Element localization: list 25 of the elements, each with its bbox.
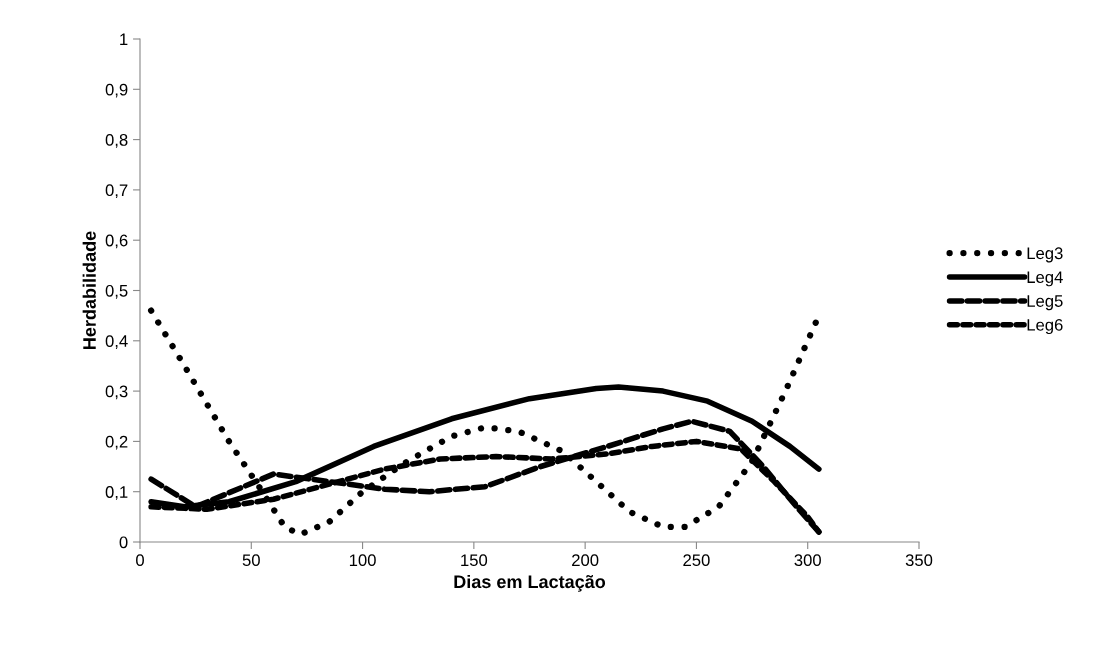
legend-label: Leg3 (1027, 247, 1063, 263)
x-tick-label: 350 (905, 554, 933, 567)
x-axis-title: Dias em Lactação (454, 574, 606, 592)
y-axis-title: Herdabilidade (82, 231, 96, 349)
legend-label: Leg4 (1027, 271, 1063, 287)
x-tick-label: 150 (461, 554, 488, 567)
x-tick-label: 100 (349, 554, 376, 567)
y-tick-label: 0,9 (105, 83, 128, 98)
x-tick-label: 200 (572, 554, 599, 567)
y-tick-label: 0 (119, 536, 128, 549)
y-tick-label: 0,8 (105, 134, 128, 148)
legend-label: Leg6 (1027, 318, 1063, 335)
legend-label: Leg5 (1027, 295, 1063, 311)
y-tick-label: 0,7 (105, 184, 128, 199)
x-tick-label: 300 (794, 554, 821, 567)
y-tick-label: 0,6 (105, 234, 128, 249)
x-tick-label: 0 (136, 554, 144, 567)
y-tick-label: 0,3 (105, 385, 128, 400)
y-tick-label: 0,2 (105, 435, 128, 450)
y-tick-label: 1 (120, 33, 128, 46)
y-tick-label: 0,4 (105, 335, 128, 349)
x-tick-label: 250 (683, 554, 710, 567)
y-tick-label: 0,1 (105, 486, 128, 500)
y-tick-label: 0,5 (105, 284, 128, 299)
x-tick-label: 50 (242, 554, 260, 567)
